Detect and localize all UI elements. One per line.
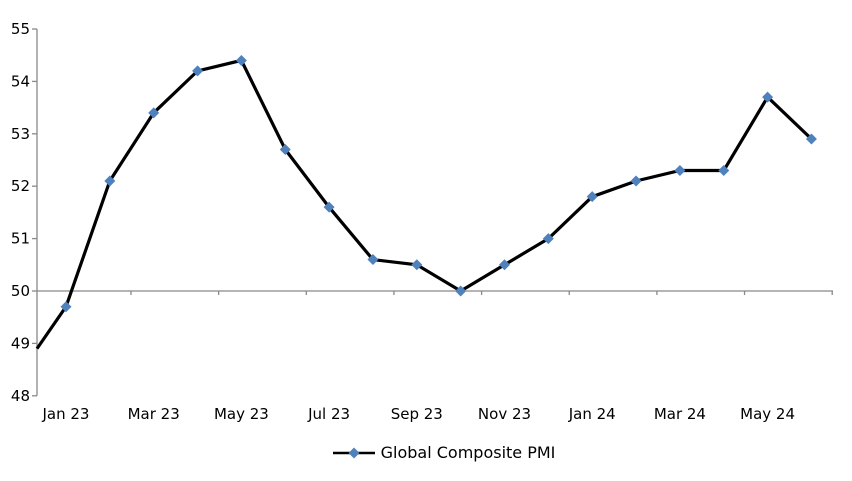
x-axis-tick-label: Nov 23 xyxy=(478,405,531,423)
data-point-marker xyxy=(367,254,379,266)
data-point-marker xyxy=(192,65,204,77)
data-point-marker xyxy=(323,201,335,213)
y-axis-tick-label: 52 xyxy=(11,177,30,195)
series-line xyxy=(35,58,813,350)
data-point-marker xyxy=(279,144,291,156)
data-point-marker xyxy=(586,191,598,203)
x-axis-tick-label: May 23 xyxy=(214,405,269,423)
x-axis-tick-label: Jul 23 xyxy=(307,405,350,423)
data-point-marker xyxy=(630,175,642,187)
y-axis-tick-label: 49 xyxy=(11,334,30,352)
legend: Global Composite PMI xyxy=(0,443,852,462)
pmi-line-plot: 48 49 50 51 52 53 54 55 Jan 23 Mar 23 May 23 Jul 23… xyxy=(11,20,833,423)
data-point-marker xyxy=(674,164,686,176)
data-point-marker xyxy=(762,91,774,103)
series-markers xyxy=(60,54,817,313)
y-axis-tick-label: 55 xyxy=(11,20,30,38)
legend-entry: Global Composite PMI xyxy=(332,443,556,462)
x-axis-labels: Jan 23 Mar 23 May 23 Jul 23 Sep 23 Nov 23 Jan … xyxy=(42,405,796,423)
legend-label: Global Composite PMI xyxy=(380,443,556,462)
data-point-marker xyxy=(411,259,423,271)
data-point-marker xyxy=(104,175,116,187)
data-point-marker xyxy=(60,301,72,313)
data-point-marker xyxy=(148,107,160,119)
x-axis xyxy=(37,290,833,295)
x-axis-tick-label: May 24 xyxy=(740,405,795,423)
y-axis: 48 49 50 51 52 53 54 55 xyxy=(11,20,38,405)
x-axis-tick-label: Mar 24 xyxy=(654,405,706,423)
y-axis-tick-label: 51 xyxy=(11,230,30,248)
legend-line-diamond-icon xyxy=(332,447,375,458)
data-point-marker xyxy=(542,233,554,245)
data-point-marker xyxy=(235,54,247,66)
x-axis-tick-label: Jan 23 xyxy=(42,405,90,423)
y-axis-tick-label: 53 xyxy=(11,125,30,143)
x-axis-tick-label: Mar 23 xyxy=(128,405,180,423)
data-point-marker xyxy=(455,285,467,297)
data-point-marker xyxy=(499,259,510,271)
y-axis-tick-label: 48 xyxy=(11,387,30,405)
y-axis-tick-label: 50 xyxy=(11,282,30,300)
y-axis-tick-label: 54 xyxy=(11,72,30,90)
x-axis-tick-label: Jan 24 xyxy=(568,405,616,423)
data-point-marker xyxy=(805,133,817,145)
x-axis-tick-label: Sep 23 xyxy=(391,405,443,423)
data-point-marker xyxy=(718,164,730,176)
